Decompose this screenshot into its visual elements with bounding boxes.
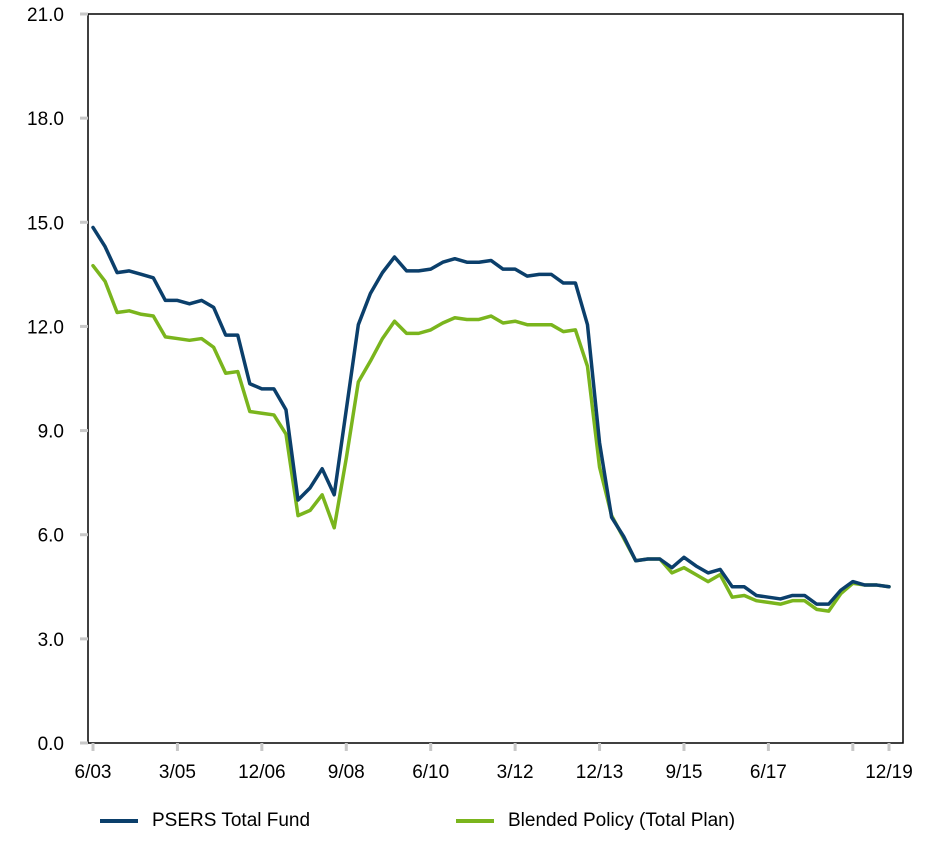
series-line-blended-policy xyxy=(91,263,891,613)
plot-frame xyxy=(87,13,904,744)
x-tick-label: 6/10 xyxy=(412,762,449,783)
legend-label-psers-total-fund: PSERS Total Fund xyxy=(152,810,311,831)
y-tick-label: 0.0 xyxy=(38,734,64,755)
x-tick-label: 12/06 xyxy=(238,762,286,783)
legend-item-psers-total-fund: PSERS Total Fund xyxy=(100,810,310,832)
x-tick-label: 9/08 xyxy=(328,762,365,783)
x-tick-label: 12/13 xyxy=(576,762,624,783)
y-tick-label: 9.0 xyxy=(38,422,64,443)
legend-label-blended-policy: Blended Policy (Total Plan) xyxy=(508,810,736,831)
legend-item-blended-policy: Blended Policy (Total Plan) xyxy=(456,810,735,832)
x-tick-label: 6/03 xyxy=(75,762,112,783)
x-tick-label: 12/19 xyxy=(865,762,913,783)
y-tick-label: 15.0 xyxy=(27,213,64,234)
x-axis: 6/03 3/05 12/06 9/08 6/10 3/12 12/13 9/15 6/17 12… xyxy=(75,743,913,783)
y-tick-label: 6.0 xyxy=(38,526,64,547)
plot-area xyxy=(87,13,904,744)
x-tick-label: 3/12 xyxy=(497,762,534,783)
legend-swatch-blended-policy xyxy=(456,819,494,823)
y-tick-label: 18.0 xyxy=(27,109,64,130)
legend-swatch-psers-total-fund xyxy=(100,819,138,823)
series-layer xyxy=(91,225,891,613)
y-tick-label: 12.0 xyxy=(27,317,64,338)
x-tick-label: 6/17 xyxy=(750,762,787,783)
y-tick-label: 3.0 xyxy=(38,630,64,651)
y-axis: 0.0 3.0 6.0 9.0 12.0 15.0 18.0 21.0 xyxy=(27,5,88,755)
series-line-psers-total-fund xyxy=(91,225,891,606)
x-tick-label: 3/05 xyxy=(159,762,196,783)
y-tick-label: 21.0 xyxy=(27,5,64,26)
legend: PSERS Total Fund Blended Policy (Total P… xyxy=(0,810,939,840)
x-tick-label: 9/15 xyxy=(665,762,702,783)
